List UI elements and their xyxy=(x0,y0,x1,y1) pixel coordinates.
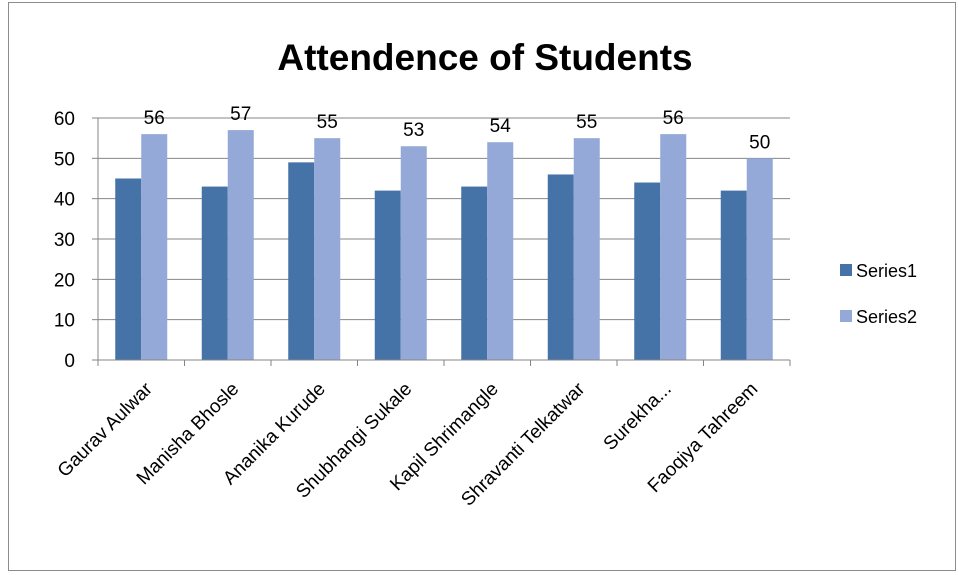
y-tick-label: 60 xyxy=(54,109,75,130)
bars xyxy=(115,130,773,360)
bar-series2 xyxy=(141,134,168,360)
bar-series1 xyxy=(288,162,315,360)
bar-series2 xyxy=(746,158,773,360)
data-label: 56 xyxy=(663,108,684,129)
bar-series2 xyxy=(400,146,427,360)
data-label: 53 xyxy=(403,120,424,141)
bar-series2 xyxy=(487,142,514,360)
legend-label: Series1 xyxy=(856,261,917,281)
bar-series2 xyxy=(573,138,600,360)
legend-swatch xyxy=(840,310,852,322)
legend-label: Series2 xyxy=(856,307,917,327)
bar-series1 xyxy=(720,190,747,360)
legend-swatch xyxy=(840,264,852,276)
data-labels: 56 57 55 53 54 55 56 50 xyxy=(144,104,771,153)
bar-series1 xyxy=(374,190,401,360)
bar-series2 xyxy=(227,130,254,360)
bar-series2 xyxy=(660,134,687,360)
bar-series1 xyxy=(547,174,574,360)
bar-series1 xyxy=(634,182,661,360)
y-tick-label: 10 xyxy=(54,311,75,332)
y-tick-label: 50 xyxy=(54,149,75,170)
chart-title: Attendence of Students xyxy=(277,37,692,78)
bar-series1 xyxy=(115,178,142,360)
data-label: 55 xyxy=(317,112,338,133)
y-tick-label: 30 xyxy=(54,230,75,251)
bar-series1 xyxy=(461,186,488,360)
y-tick-label: 0 xyxy=(64,351,75,372)
x-tick-label: Surekha... xyxy=(600,379,676,455)
data-label: 54 xyxy=(490,116,512,137)
data-label: 57 xyxy=(230,104,251,125)
data-label: 50 xyxy=(749,132,770,153)
bar-series1 xyxy=(201,186,228,360)
y-tick-label: 20 xyxy=(54,270,75,291)
y-axis-ticks: 0 10 20 30 40 50 60 xyxy=(54,109,98,372)
legend: Series1 Series2 xyxy=(840,261,917,327)
data-label: 55 xyxy=(576,112,597,133)
y-tick-label: 40 xyxy=(54,190,75,211)
bar-series2 xyxy=(314,138,341,360)
data-label: 56 xyxy=(144,108,165,129)
